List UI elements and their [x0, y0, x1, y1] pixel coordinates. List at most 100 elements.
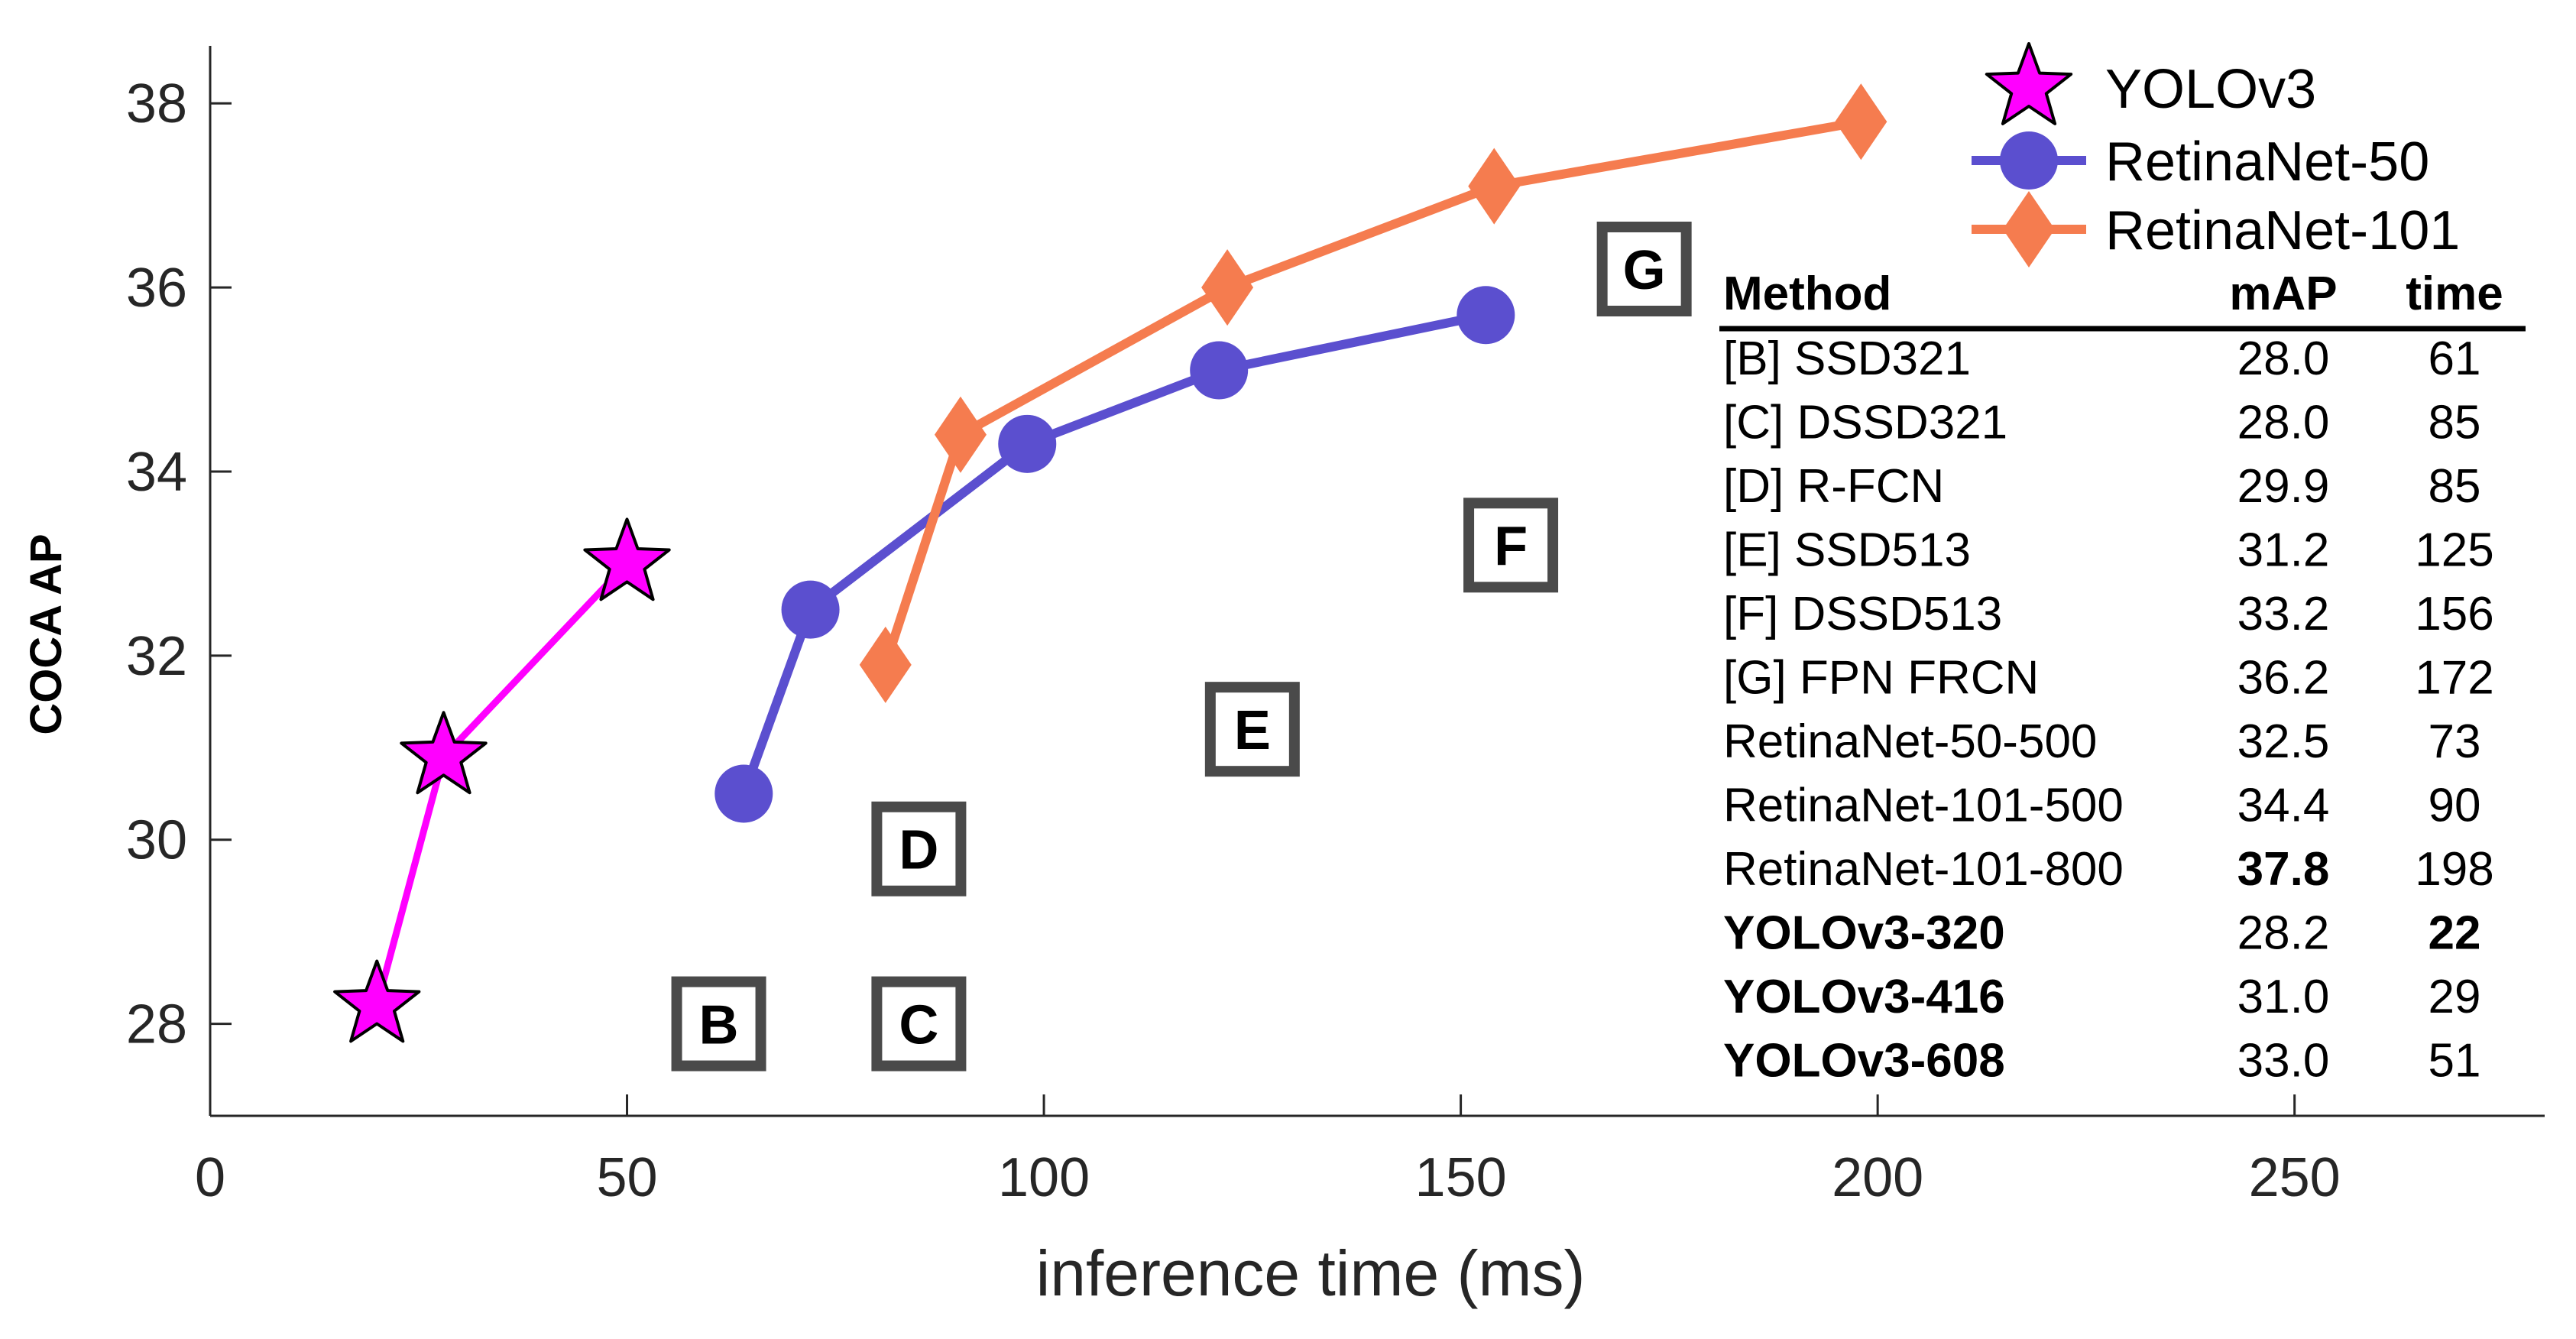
table-cell-time: 90	[2429, 780, 2481, 832]
box-label-d: D	[871, 801, 967, 896]
point-retinanet-101-2	[1201, 249, 1254, 326]
table-cell-time: 22	[2429, 907, 2481, 960]
series-line-retinanet-50	[739, 310, 1487, 796]
legend-text-yolov3: YOLOv3	[2105, 59, 2316, 120]
x-tick-label-5: 250	[2249, 1147, 2341, 1208]
box-frame-b	[671, 976, 766, 1072]
table-cell-time: 51	[2429, 1035, 2481, 1088]
table-cell-map: 31.0	[2237, 971, 2330, 1023]
series-retinanet-50	[714, 286, 1515, 823]
table-cell-method: [C] DSSD321	[1723, 397, 2007, 449]
legend-text-retinanet-50: RetinaNet-50	[2105, 131, 2429, 193]
table-cell-time: 198	[2415, 843, 2493, 896]
box-label-e: E	[1204, 682, 1300, 777]
table-cell-map: 28.0	[2237, 332, 2330, 385]
table-cell-time: 29	[2429, 971, 2481, 1023]
y-tick-label-1: 30	[126, 810, 187, 871]
table-cell-map: 33.2	[2237, 588, 2330, 640]
series-line-retinanet-101	[881, 117, 1862, 666]
y-tick-label-3: 34	[126, 442, 187, 503]
table-cell-method: [F] DSSD513	[1723, 588, 2002, 640]
legend-marker-retinanet-101	[2003, 191, 2055, 267]
y-axis-label: COCA AP	[21, 533, 71, 734]
table-row: YOLOv3-608 33.0 51	[1723, 1035, 2480, 1088]
x-tick-label-1: 50	[596, 1147, 657, 1208]
point-retinanet-101-1	[934, 396, 987, 473]
box-frame-e	[1204, 682, 1300, 777]
method-box-labels: B C D E F G	[671, 222, 1692, 1072]
x-tick-label-0: 0	[195, 1147, 225, 1208]
point-retinanet-50-2	[998, 414, 1057, 473]
y-tick-label-5: 38	[126, 73, 187, 135]
table-cell-map: 32.5	[2237, 715, 2330, 768]
table-cell-time: 125	[2415, 524, 2493, 577]
series-line-yolov3	[373, 561, 630, 1007]
table-cell-method: RetinaNet-101-500	[1723, 780, 2124, 832]
table-row: [F] DSSD513 33.2 156	[1723, 588, 2494, 640]
table-cell-method: RetinaNet-50-500	[1723, 715, 2097, 768]
table-cell-method: [D] R-FCN	[1723, 460, 1944, 513]
point-retinanet-101-4	[1835, 83, 1887, 160]
table-row: [G] FPN FRCN 36.2 172	[1723, 652, 2494, 705]
box-text-g: G	[1623, 240, 1666, 301]
table-cell-method: YOLOv3-416	[1723, 971, 2005, 1023]
box-frame-f	[1463, 498, 1559, 593]
table-row: [D] R-FCN 29.9 85	[1723, 460, 2480, 513]
box-text-e: E	[1234, 700, 1271, 761]
point-retinanet-50-1	[781, 580, 840, 639]
table-cell-time: 85	[2429, 397, 2481, 449]
table-cell-map: 36.2	[2237, 652, 2330, 705]
table-cell-map: 29.9	[2237, 460, 2330, 513]
box-label-c: C	[871, 976, 967, 1072]
table-cell-map: 28.0	[2237, 397, 2330, 449]
point-retinanet-101-0	[859, 626, 912, 703]
table-row: RetinaNet-50-500 32.5 73	[1723, 715, 2480, 768]
point-retinanet-50-3	[1190, 341, 1249, 400]
table-cell-method: [E] SSD513	[1723, 524, 1971, 577]
box-label-f: F	[1463, 498, 1559, 593]
results-table: Method mAP time [B] SSD321 28.0 61 [C] DSSD321…	[1719, 267, 2526, 1088]
table-cell-method: YOLOv3-608	[1723, 1035, 2005, 1088]
legend: YOLOv3 RetinaNet-50 RetinaNet-101	[1972, 42, 2460, 267]
table-cell-map: 31.2	[2237, 524, 2330, 577]
point-retinanet-50-4	[1456, 286, 1515, 345]
table-cell-time: 61	[2429, 332, 2481, 385]
box-frame-g	[1596, 222, 1692, 316]
table-row: [B] SSD321 28.0 61	[1723, 332, 2480, 385]
table-cell-map: 28.2	[2237, 907, 2330, 960]
y-tick-label-4: 36	[126, 258, 187, 319]
table-header-method: Method	[1723, 267, 1891, 320]
table-row: YOLOv3-416 31.0 29	[1723, 971, 2480, 1023]
table-cell-method: [G] FPN FRCN	[1723, 652, 2039, 705]
table-row: RetinaNet-101-500 34.4 90	[1723, 780, 2480, 832]
table-cell-map: 34.4	[2237, 780, 2330, 832]
x-axis-label: inference time (ms)	[1036, 1237, 1586, 1309]
axes: 0 50 100 150 200 250 28 30 32 34 36 38	[126, 46, 2545, 1208]
table-row: [E] SSD513 31.2 125	[1723, 524, 2494, 577]
box-frame-d	[871, 801, 967, 896]
table-header-map: mAP	[2229, 267, 2337, 320]
table-cell-time: 73	[2429, 715, 2481, 768]
series-yolov3	[333, 517, 671, 1043]
series-retinanet-101	[859, 83, 1887, 703]
table-cell-map: 37.8	[2237, 843, 2330, 896]
box-text-c: C	[899, 995, 938, 1056]
table-cell-map: 33.0	[2237, 1035, 2330, 1088]
x-tick-label-3: 150	[1415, 1147, 1507, 1208]
box-text-b: B	[699, 995, 739, 1056]
legend-text-retinanet-101: RetinaNet-101	[2105, 200, 2460, 261]
x-tick-label-2: 100	[998, 1147, 1090, 1208]
table-row: [C] DSSD321 28.0 85	[1723, 397, 2480, 449]
table-cell-time: 85	[2429, 460, 2481, 513]
y-tick-label-0: 28	[126, 994, 187, 1055]
legend-marker-retinanet-50	[2000, 131, 2058, 190]
series-group	[333, 83, 1887, 1043]
box-label-b: B	[671, 976, 766, 1072]
point-retinanet-50-0	[714, 764, 773, 823]
x-tick-label-4: 200	[1832, 1147, 1923, 1208]
box-frame-c	[871, 976, 967, 1072]
box-text-d: D	[899, 820, 938, 881]
point-retinanet-101-3	[1468, 148, 1521, 225]
table-cell-time: 156	[2415, 588, 2493, 640]
